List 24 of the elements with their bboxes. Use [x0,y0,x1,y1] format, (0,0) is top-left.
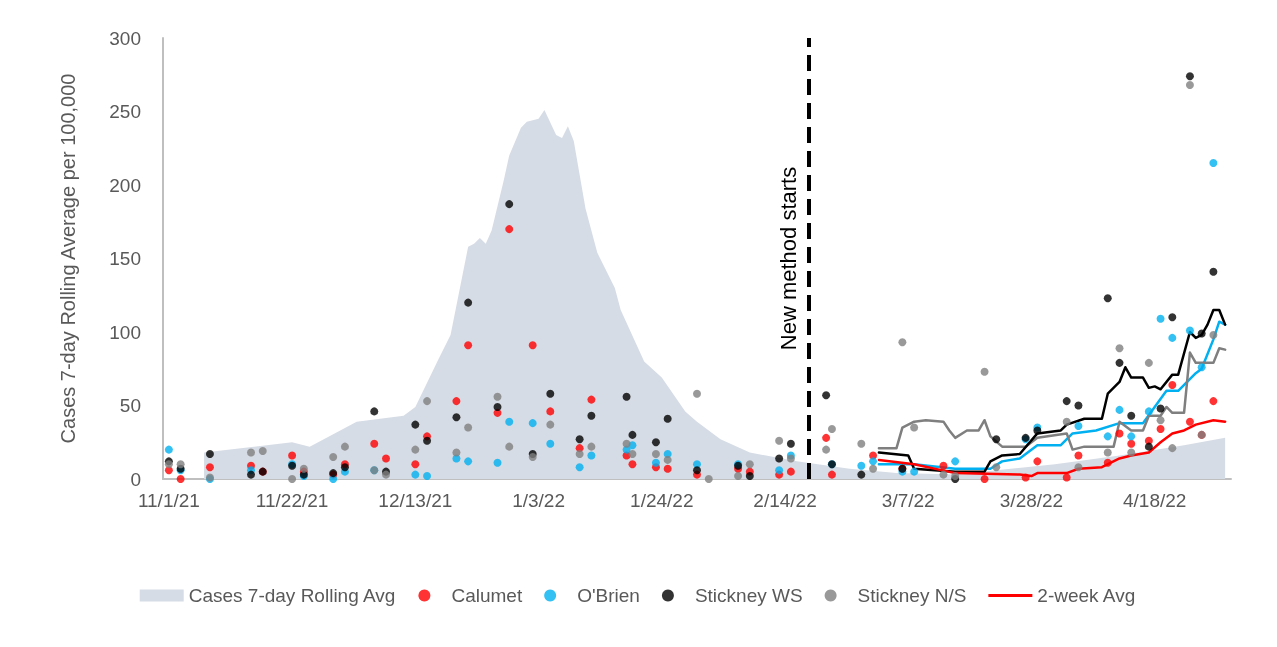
y-tick-label: 50 [119,395,141,416]
legend-label: Stickney WS [694,585,803,606]
y-tick-label: 300 [109,27,141,49]
ref-line-label: New method starts [775,166,801,351]
x-tick-label: 4/18/22 [1123,490,1187,511]
legend-label: Stickney N/S [857,585,967,606]
legend-label: Calumet [451,585,523,606]
legend-label: O'Brien [577,585,640,606]
legend-label: 2-week Avg [1037,585,1136,606]
x-tick-label: 3/28/22 [999,490,1064,511]
x-tick-label: 3/7/22 [881,490,935,511]
x-tick-label: 11/22/21 [255,490,329,511]
x-tick-label: 1/3/22 [512,490,565,511]
x-tick-label: 12/13/21 [378,490,453,511]
x-tick-label: 2/14/22 [753,490,817,511]
y-tick-label: 200 [109,174,141,196]
y-tick-label: 0 [130,468,141,490]
x-tick-label: 1/24/22 [630,490,694,511]
y-tick-label: 150 [109,248,141,269]
y-axis-title: Cases 7-day Rolling Average per 100,000 [57,73,79,444]
legend-label: Cases 7-day Rolling Avg [188,585,396,606]
x-tick-label: 11/1/21 [137,490,200,511]
y-tick-label: 250 [109,101,141,122]
y-tick-label: 100 [109,321,141,343]
